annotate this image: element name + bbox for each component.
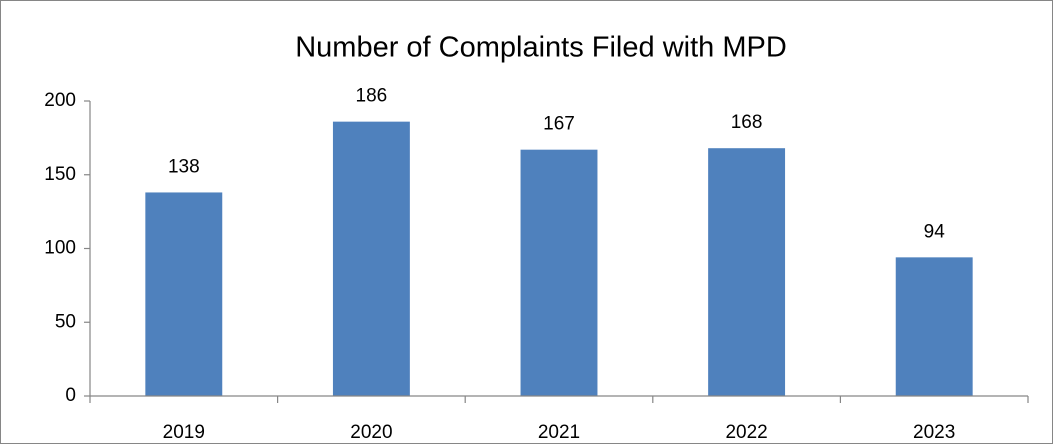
data-label: 167 [543,114,575,135]
x-tick-label: 2023 [913,422,955,443]
data-label: 94 [924,221,946,242]
bar [332,121,410,397]
chart-title: Number of Complaints Filed with MPD [295,32,787,64]
data-label: 138 [168,156,200,177]
bar [895,257,973,396]
bar [520,149,598,396]
bar [708,148,786,396]
x-tick-label: 2019 [163,422,205,443]
y-tick-label: 100 [44,238,76,259]
x-tick-label: 2020 [350,422,392,443]
y-tick-label: 200 [44,90,76,111]
bar [145,192,223,396]
data-label: 168 [731,112,763,133]
x-tick-label: 2022 [725,422,767,443]
y-tick-label: 0 [65,385,76,406]
y-tick-label: 50 [55,311,76,332]
y-tick-label: 150 [44,164,76,185]
x-tick-label: 2021 [538,422,580,443]
data-label: 186 [356,86,388,107]
